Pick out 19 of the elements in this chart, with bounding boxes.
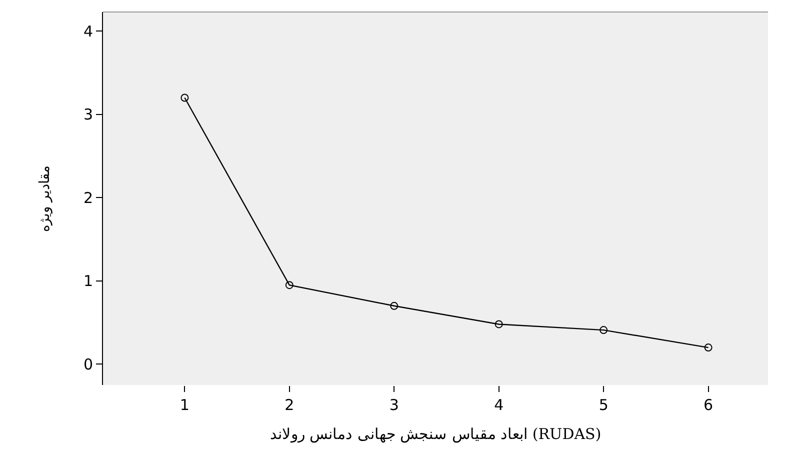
x-tick-label: 2	[284, 396, 294, 414]
y-tick-label: 1	[83, 272, 93, 290]
y-tick-label: 2	[83, 188, 93, 207]
x-axis-title: ابعاد مقیاس سنجش جهانی دمانس رولاند (RUDAS)	[270, 425, 602, 443]
y-tick-label: 0	[83, 355, 93, 374]
point	[704, 344, 712, 352]
y-tick-label: 3	[83, 106, 93, 124]
x-tick-label: 5	[598, 396, 608, 414]
x-tick-label: 6	[704, 396, 714, 414]
x-tick-label: 3	[389, 396, 399, 414]
point	[180, 94, 189, 102]
point	[390, 302, 398, 310]
x-tick-label: 4	[494, 396, 504, 414]
y-tick-label: 4	[83, 22, 93, 40]
x-tick-label: 1	[180, 396, 190, 414]
y-axis-title: مقادیر ویژه	[37, 164, 54, 232]
point	[600, 326, 608, 334]
point	[285, 281, 294, 290]
point	[494, 320, 503, 328]
